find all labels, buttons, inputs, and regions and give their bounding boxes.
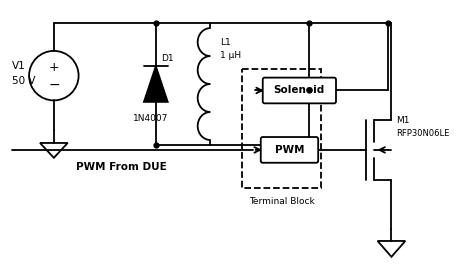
FancyBboxPatch shape [261,137,318,163]
Text: RFP30N06LE: RFP30N06LE [396,128,450,138]
Text: PWM From DUE: PWM From DUE [76,162,166,172]
Polygon shape [144,66,168,102]
Text: V1: V1 [12,61,26,71]
Text: PWM: PWM [275,145,304,155]
Text: 50 V: 50 V [12,76,36,86]
FancyBboxPatch shape [263,78,336,103]
Text: +: + [48,61,59,74]
Text: D1: D1 [161,54,173,63]
Text: −: − [48,78,60,91]
Text: L1: L1 [220,38,231,47]
Text: Terminal Block: Terminal Block [249,197,314,206]
Text: Solenoid: Solenoid [274,86,325,95]
Text: 1N4007: 1N4007 [133,114,169,123]
Text: M1: M1 [396,116,410,125]
Text: 1 μH: 1 μH [220,51,241,60]
